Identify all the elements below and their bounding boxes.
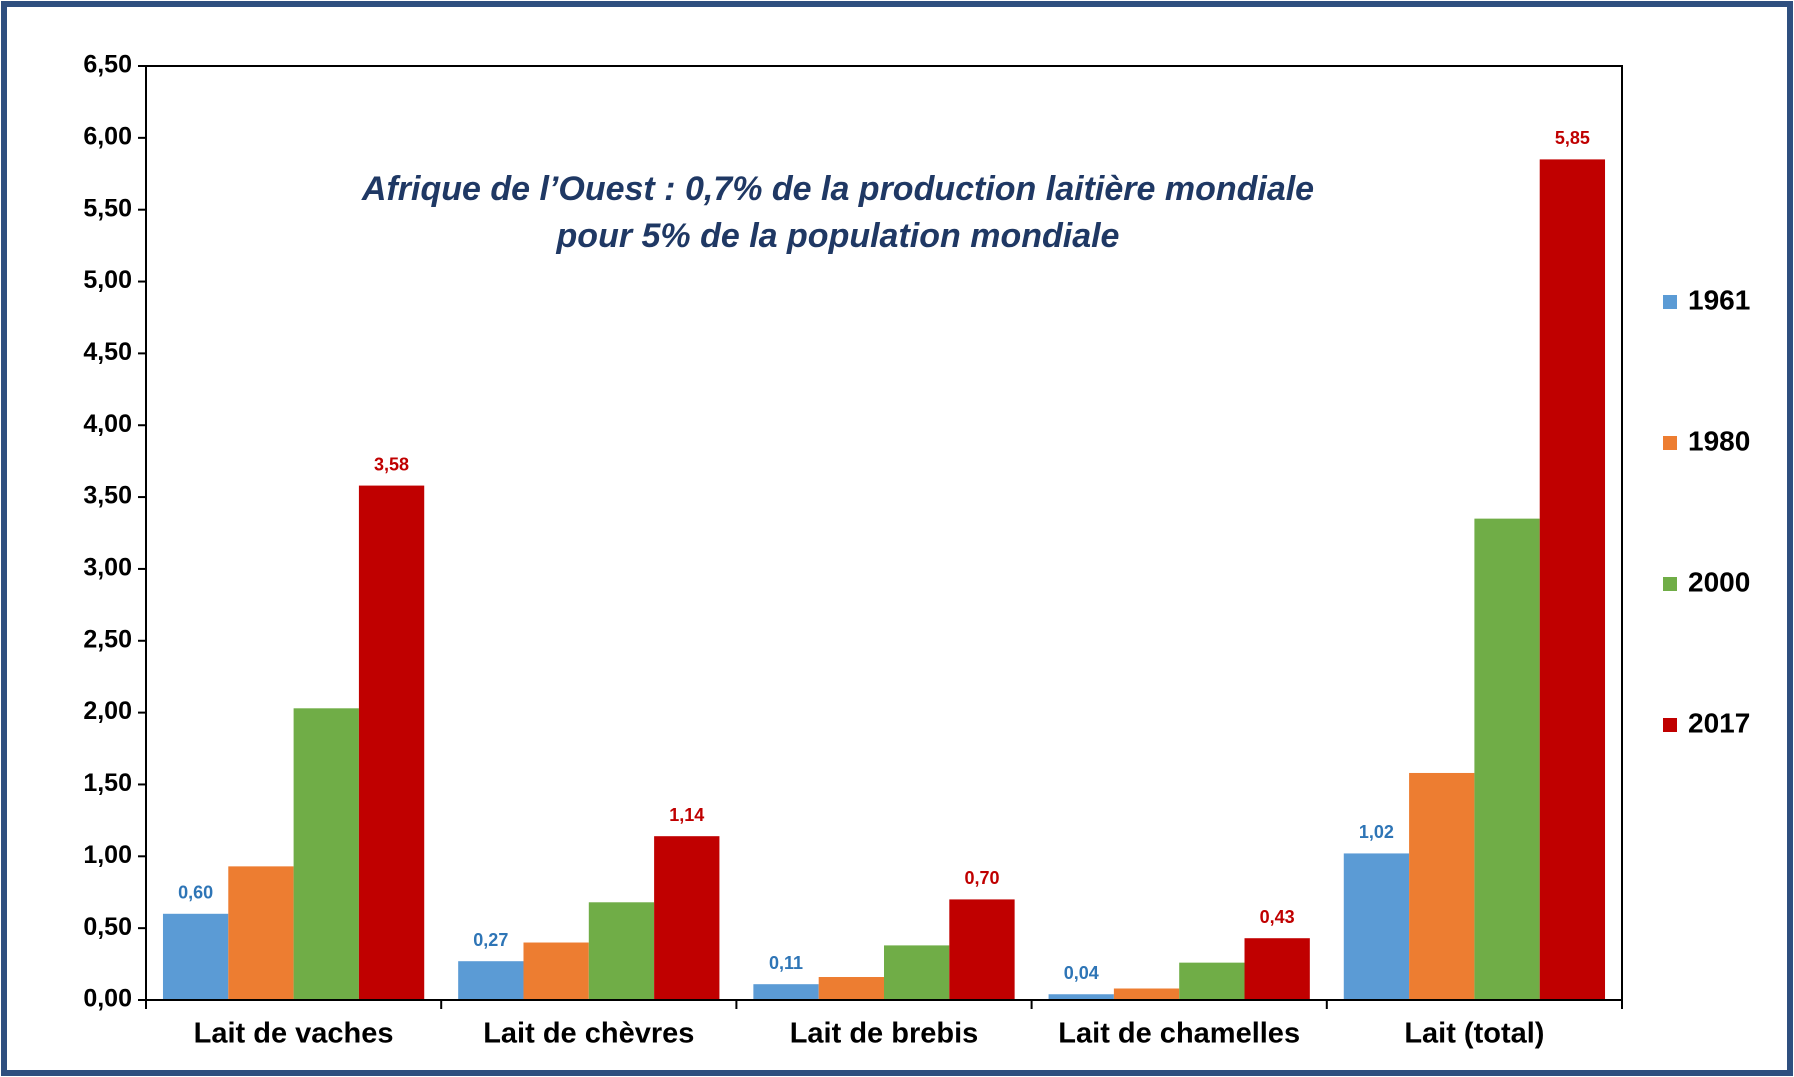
y-tick-label: 3,00 — [83, 554, 132, 582]
bar — [162, 913, 229, 1000]
legend-label: 1980 — [1688, 425, 1750, 456]
legend-label: 1961 — [1688, 284, 1750, 315]
y-tick-label: 2,00 — [83, 697, 132, 725]
value-label: 0,70 — [964, 868, 999, 888]
legend-swatch — [1663, 295, 1677, 309]
legend-swatch — [1663, 718, 1677, 732]
value-label: 0,27 — [473, 930, 508, 950]
legend-label: 2000 — [1688, 566, 1750, 597]
y-tick-label: 1,00 — [83, 841, 132, 869]
bar — [1113, 988, 1180, 1000]
legend-label: 2017 — [1688, 707, 1750, 738]
bar — [1244, 938, 1310, 1000]
y-tick-label: 4,00 — [83, 410, 132, 438]
value-label: 5,85 — [1555, 128, 1590, 148]
bar — [818, 977, 884, 1000]
y-tick-label: 6,00 — [83, 122, 132, 150]
x-tick-label: Lait de chamelles — [1058, 1018, 1300, 1050]
y-tick-label: 2,50 — [83, 625, 132, 653]
y-tick-label: 0,00 — [83, 985, 132, 1013]
value-label: 0,11 — [769, 953, 803, 973]
plot-border — [145, 65, 1623, 1001]
bar — [1048, 994, 1114, 1000]
value-label: 0,04 — [1064, 963, 1099, 983]
y-tick-label: 4,50 — [83, 338, 132, 366]
bar — [588, 902, 655, 1000]
value-label: 0,60 — [178, 883, 213, 903]
legend-swatch — [1663, 577, 1677, 591]
bar — [1409, 772, 1475, 1000]
bar — [1343, 853, 1410, 1000]
bar — [228, 866, 294, 1000]
bar — [358, 485, 425, 1000]
x-tick-label: Lait de vaches — [194, 1018, 394, 1050]
bar — [949, 899, 1015, 1000]
x-tick-label: Lait de chèvres — [483, 1018, 694, 1050]
bar — [1179, 962, 1245, 1000]
y-tick-label: 6,50 — [83, 51, 132, 79]
y-tick-label: 3,50 — [83, 482, 132, 510]
legend-swatch — [1663, 436, 1677, 450]
value-label: 1,02 — [1359, 822, 1394, 842]
bar — [1539, 159, 1606, 1000]
value-label: 3,58 — [374, 454, 409, 474]
bar — [293, 708, 359, 1000]
bar — [753, 984, 819, 1000]
y-tick-label: 5,50 — [83, 194, 132, 222]
bar — [1474, 518, 1540, 1000]
chart-title: Afrique de l’Ouest : 0,7% de la producti… — [361, 170, 1314, 208]
bar — [523, 942, 589, 1000]
y-tick-label: 5,00 — [83, 266, 132, 294]
chart-title: pour 5% de la population mondiale — [556, 217, 1120, 255]
bar — [458, 961, 524, 1000]
bar — [654, 836, 720, 1000]
value-label: 0,43 — [1260, 907, 1295, 927]
value-label: 1,14 — [669, 805, 704, 825]
y-tick-label: 0,50 — [83, 913, 132, 941]
x-tick-label: Lait de brebis — [790, 1018, 979, 1050]
y-tick-label: 1,50 — [83, 769, 132, 797]
bar — [884, 945, 950, 1000]
x-tick-label: Lait (total) — [1404, 1018, 1544, 1050]
